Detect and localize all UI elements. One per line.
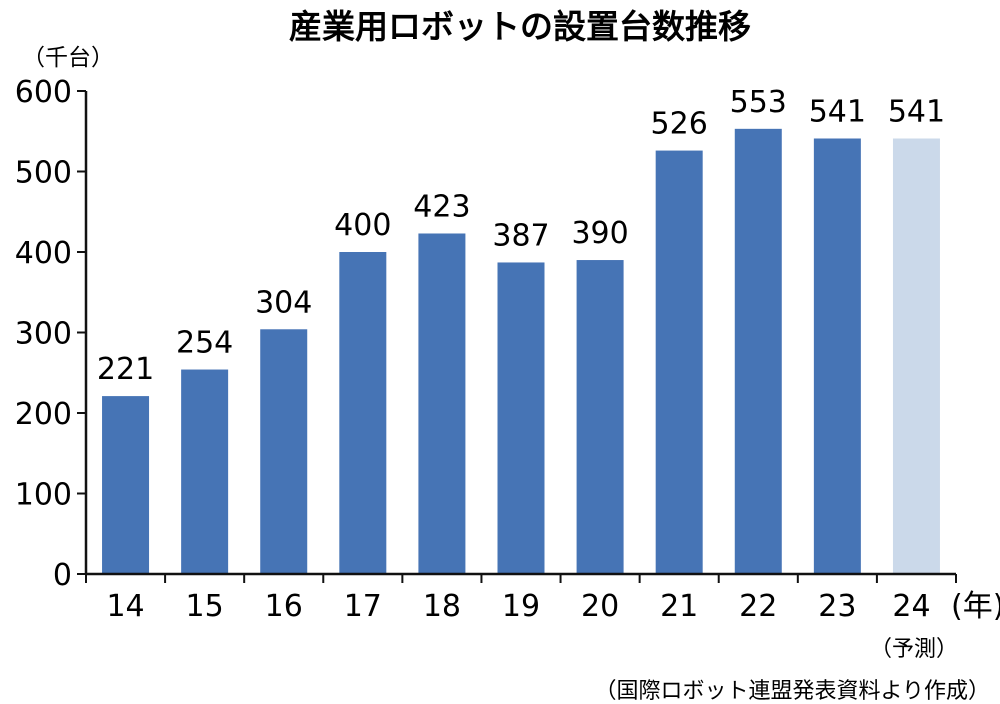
chart-title: 産業用ロボットの設置台数推移 <box>289 7 751 46</box>
x-axis-ticks: 14 15 16 17 18 19 20 21 22 23 24 <box>85 574 957 624</box>
data-label: 387 <box>492 218 549 253</box>
x-tick-label: 17 <box>344 589 382 624</box>
bar <box>418 233 466 575</box>
data-label: 526 <box>651 107 708 142</box>
bars <box>102 128 940 575</box>
forecast-note: （予測） <box>870 637 958 662</box>
x-tick-label: 18 <box>423 589 461 624</box>
x-tick-label: 16 <box>265 589 303 624</box>
y-tick-label: 0 <box>53 558 72 593</box>
bar <box>576 260 624 574</box>
x-tick-label: 14 <box>106 589 144 624</box>
bar <box>497 262 545 574</box>
y-axis-unit-label: （千台） <box>22 45 114 71</box>
x-tick-label: 20 <box>581 589 619 624</box>
data-label: 541 <box>888 94 945 129</box>
data-label: 553 <box>730 85 787 120</box>
bar <box>339 252 387 574</box>
data-label: 541 <box>809 94 866 129</box>
data-label: 400 <box>334 208 391 243</box>
y-tick-label: 100 <box>15 478 72 513</box>
bar <box>734 128 782 574</box>
bar <box>655 150 703 574</box>
y-tick-label: 500 <box>15 156 72 191</box>
y-tick-label: 600 <box>15 75 72 110</box>
data-label: 221 <box>97 352 154 387</box>
data-label: 304 <box>255 285 312 320</box>
data-label: 390 <box>571 216 628 251</box>
bar <box>260 329 308 574</box>
x-tick-label: 23 <box>818 589 856 624</box>
y-tick-label: 400 <box>15 236 72 271</box>
y-axis-ticks: 0 100 200 300 400 500 600 <box>15 75 86 593</box>
x-tick-label: 19 <box>502 589 540 624</box>
x-tick-label: 22 <box>739 589 777 624</box>
x-axis-unit-label: (年) <box>951 589 1000 624</box>
bar <box>813 138 861 574</box>
y-tick-label: 300 <box>15 317 72 352</box>
x-tick-label: 24 <box>892 589 930 624</box>
bar-forecast <box>892 138 940 574</box>
x-tick-label: 21 <box>660 589 698 624</box>
source-note: （国際ロボット連盟発表資料より作成） <box>594 679 990 704</box>
bar <box>181 369 229 574</box>
data-labels: 221 254 304 400 423 387 390 526 553 541 541 <box>97 85 945 387</box>
data-label: 423 <box>413 189 470 224</box>
y-tick-label: 200 <box>15 397 72 432</box>
data-label: 254 <box>176 326 233 361</box>
x-tick-label: 15 <box>186 589 224 624</box>
bar <box>102 396 150 574</box>
